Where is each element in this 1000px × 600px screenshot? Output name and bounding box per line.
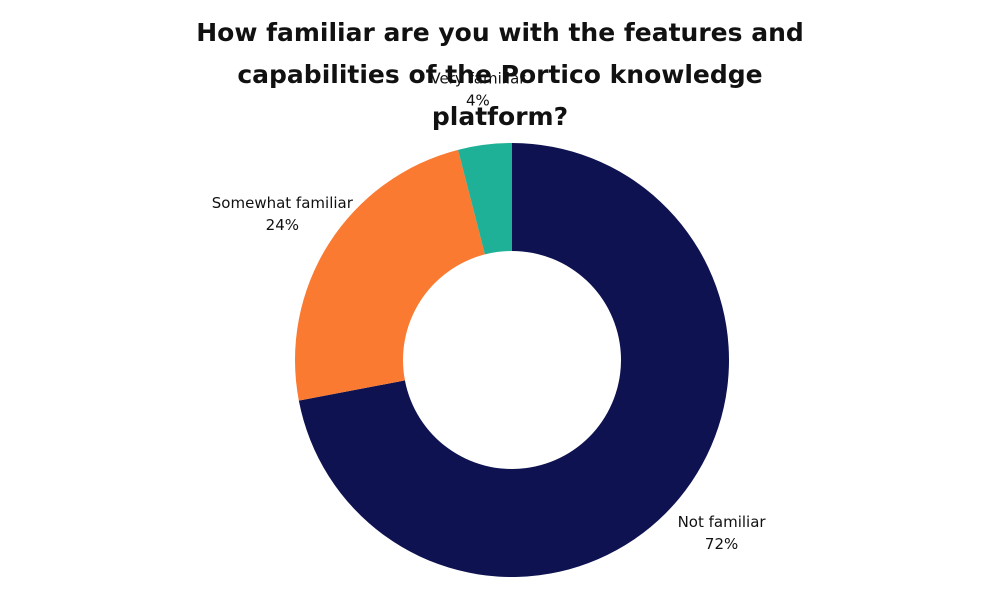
value-label: 24%: [266, 216, 299, 234]
value-label: 72%: [705, 535, 738, 553]
slice-label: Very familiar: [430, 70, 526, 88]
value-label: 4%: [466, 92, 490, 110]
slice-label: Not familiar: [678, 513, 767, 531]
donut-slice: [298, 143, 730, 577]
donut-slice: [458, 143, 512, 255]
donut-slice: [295, 149, 485, 401]
chart-title: How familiar are you with the features a…: [196, 18, 804, 131]
slice-label: Somewhat familiar: [212, 194, 354, 212]
